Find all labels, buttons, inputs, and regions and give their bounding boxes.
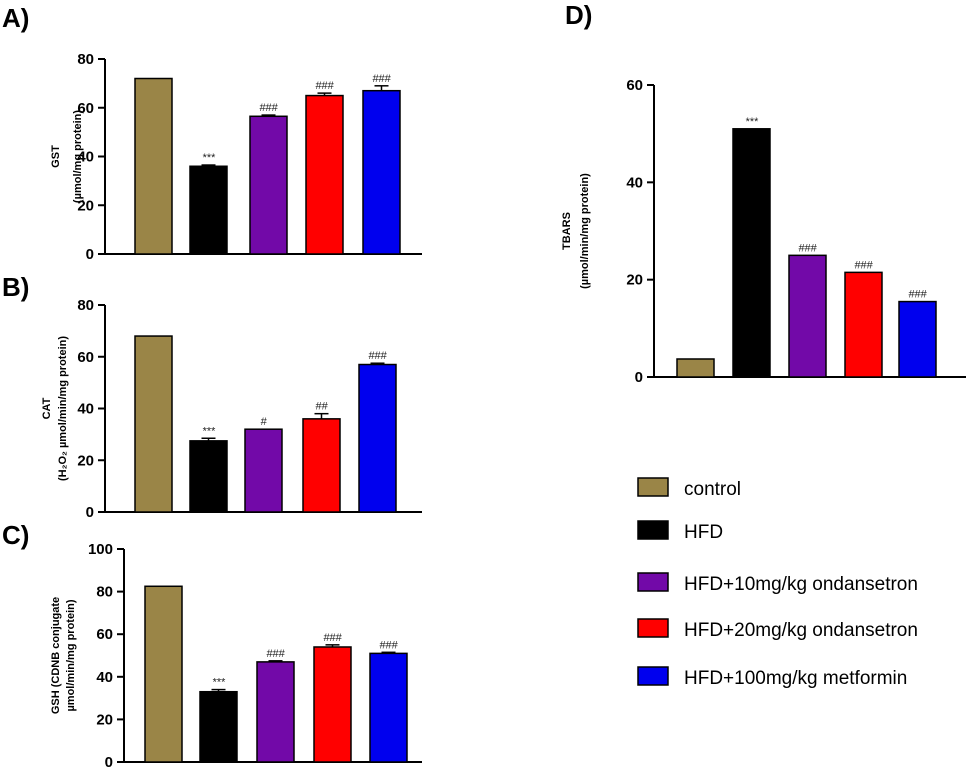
panel-d-bar-ond20 [844, 271, 883, 378]
panel-b-y-tick-label: 60 [77, 349, 94, 366]
panel-c-y-tick-label: 0 [105, 754, 113, 769]
legend-label-ond10: HFD+10mg/kg ondansetron [684, 574, 918, 595]
panel-d-significance-label: *** [745, 116, 759, 128]
panel-b-bar-metformin [358, 363, 397, 513]
legend-label-metformin: HFD+100mg/kg metformin [684, 668, 907, 689]
panel-a-significance-label: ### [315, 80, 334, 92]
panel-a-bar-metformin [362, 89, 401, 255]
panel-a-bar-control [134, 77, 173, 255]
panel-a-y-tick-label: 60 [77, 100, 94, 117]
panel-c-significance-label: ### [323, 632, 342, 644]
panel-c-y-tick-label: 60 [96, 626, 113, 643]
panel-a-y-label-line-1: GST [50, 145, 62, 168]
panel-b-y-tick-label: 80 [77, 297, 94, 314]
panel-d-significance-label: ### [908, 289, 927, 301]
panel-a-significance-label: ### [259, 102, 278, 114]
panel-d-bar-control [676, 358, 715, 378]
panel-a-significance-label: ### [372, 73, 391, 85]
panel-b-significance-label: ### [368, 350, 387, 362]
panel-d-letter: D) [565, 0, 592, 30]
panel-b-bar-control [134, 335, 173, 513]
panel-a-bar-ond20 [305, 94, 344, 255]
panel-d-y-tick-label: 60 [626, 77, 643, 94]
panel-c-y-tick-label: 20 [96, 711, 113, 728]
panel-c-y-tick-label: 80 [96, 584, 113, 601]
panel-b-y-tick-label: 40 [77, 401, 94, 418]
panel-c-significance-label: ### [379, 639, 398, 651]
panel-d-bar-metformin [898, 300, 937, 378]
panel-a-y-tick-label: 0 [86, 246, 94, 263]
panel-b-letter: B) [2, 272, 29, 302]
legend-label-control: control [684, 479, 741, 500]
panel-b-significance-label: *** [202, 425, 216, 437]
panel-c-significance-label: ### [266, 648, 285, 660]
panel-b-significance-label: ## [315, 401, 328, 413]
legend-label-ond20: HFD+20mg/kg ondansetron [684, 620, 918, 641]
panel-b-bar-ond20 [302, 418, 341, 513]
legend-label-hfd: HFD [684, 522, 723, 543]
panel-d-significance-label: ### [854, 259, 873, 271]
panel-d-significance-label: ### [798, 242, 817, 254]
panel-a-bar-hfd [189, 165, 228, 255]
panel-d-y-tick-label: 0 [635, 369, 643, 386]
panel-a-y-tick-label: 80 [77, 51, 94, 68]
panel-d-bar-hfd [732, 128, 771, 378]
panel-b-y-label-line-2: (H₂O₂ µmol/min/mg protein) [57, 336, 69, 481]
panel-b-bar-ond10 [244, 428, 283, 513]
panel-c-y-tick-label: 100 [88, 541, 113, 558]
panel-c-bar-ond20 [313, 646, 352, 763]
panel-c-letter: C) [2, 520, 29, 550]
panel-b-significance-label: # [260, 416, 267, 428]
legend-swatch-control [637, 477, 669, 497]
panel-b-y-tick-label: 0 [86, 504, 94, 521]
panel-d-y-label-line-2: (µmol/min/mg protein) [579, 173, 591, 289]
panel-c-significance-label: *** [212, 677, 226, 689]
legend-swatch-metformin [637, 666, 669, 686]
panel-c-y-tick-label: 40 [96, 669, 113, 686]
panel-a-y-tick-label: 20 [77, 197, 94, 214]
panel-c-y-label-line-1: GSH (CDNB conjugate [50, 597, 62, 714]
panel-c-y-label-line-2: µmol/min/mg protein) [65, 599, 77, 711]
panel-d-bar-ond10 [788, 254, 827, 378]
panel-a-y-label-line-2: (µmol/mg protein) [72, 110, 84, 203]
panel-a-bar-ond10 [249, 115, 288, 255]
panel-b-bar-hfd [189, 440, 228, 513]
panel-d-y-tick-label: 20 [626, 272, 643, 289]
panel-c-bar-control [144, 585, 183, 763]
panel-b-y-label-line-1: CAT [41, 397, 53, 419]
panel-a-y-tick-label: 40 [77, 149, 94, 166]
panel-c-bar-hfd [199, 690, 238, 763]
panel-c-bar-metformin [369, 652, 408, 763]
panel-b-y-tick-label: 20 [77, 452, 94, 469]
panel-d-y-tick-label: 40 [626, 174, 643, 191]
panel-d-y-label-line-1: TBARS [561, 212, 573, 250]
panel-a-letter: A) [2, 3, 29, 33]
panel-c-bar-ond10 [256, 661, 295, 763]
panel-a-significance-label: *** [202, 152, 216, 164]
legend-swatch-hfd [637, 520, 669, 540]
legend-swatch-ond20 [637, 618, 669, 638]
legend-swatch-ond10 [637, 572, 669, 592]
